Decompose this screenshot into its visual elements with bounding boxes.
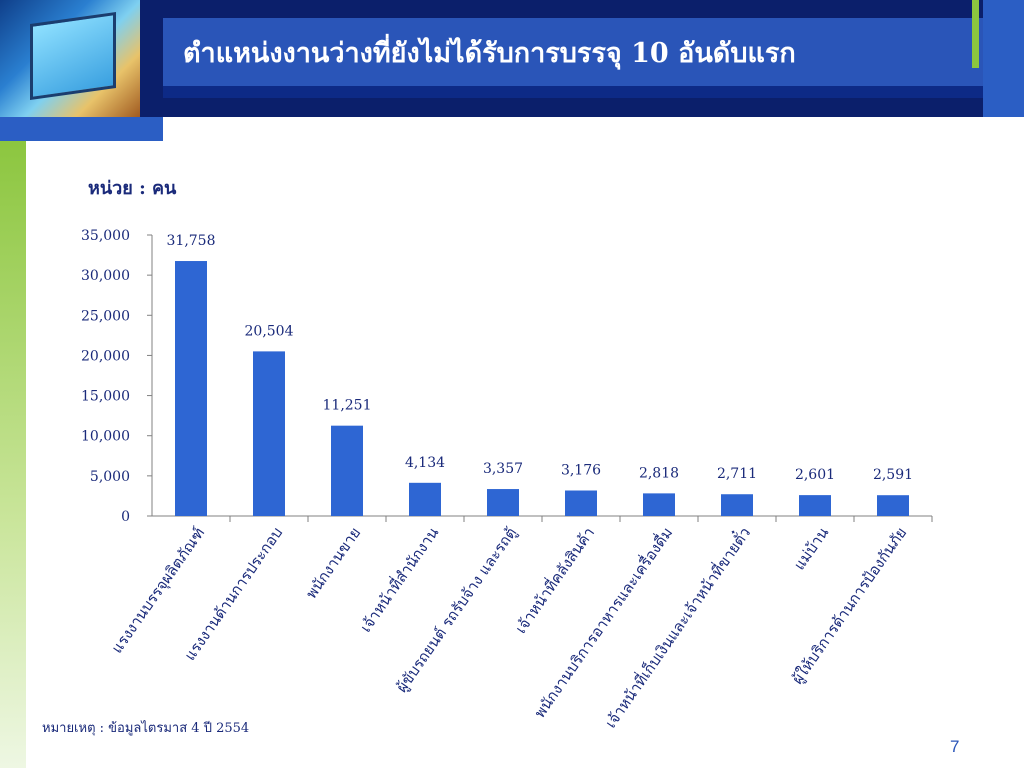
data-label: 4,134 — [405, 455, 445, 471]
computer-screen-image — [0, 0, 140, 117]
y-tick-label: 15,000 — [81, 389, 130, 405]
data-label: 2,818 — [639, 465, 679, 481]
category-label: เจ้าหน้าที่เก็บเงินและเจ้าหน้าที่ขายตั๋ว — [599, 522, 754, 731]
banner-accent-block — [0, 117, 163, 141]
category-label: พนักงานขาย — [302, 524, 364, 602]
data-label: 2,601 — [795, 467, 835, 483]
y-tick-label: 25,000 — [81, 308, 130, 324]
page-number: 7 — [950, 737, 960, 756]
y-tick-label: 30,000 — [81, 268, 130, 284]
bar — [175, 261, 207, 516]
left-green-strip — [0, 141, 26, 768]
y-tick-label: 10,000 — [81, 429, 130, 445]
title-band — [163, 18, 983, 88]
green-accent-bar — [972, 0, 979, 68]
bar — [721, 494, 753, 516]
bar — [253, 351, 285, 516]
data-label: 2,711 — [717, 466, 757, 482]
bar — [565, 490, 597, 516]
y-tick-label: 0 — [121, 509, 130, 525]
y-tick-label: 20,000 — [81, 348, 130, 364]
bar — [409, 482, 441, 516]
category-label: แม่บ้าน — [790, 524, 832, 573]
bar — [877, 495, 909, 516]
unit-label: หน่วย : คน — [88, 178, 177, 199]
bar — [643, 493, 675, 516]
bar — [799, 495, 831, 516]
banner-right-strip — [983, 0, 1024, 117]
y-tick-label: 5,000 — [90, 469, 130, 485]
slide-title: ตำแหน่งงานว่างที่ยังไม่ได้รับการบรรจุ 10… — [183, 38, 796, 69]
data-label: 3,357 — [483, 461, 523, 477]
y-tick-label: 35,000 — [81, 228, 130, 244]
footnote: หมายเหตุ : ข้อมูลไตรมาส 4 ปี 2554 — [42, 721, 250, 736]
category-label: พนักงานบริการอาหารและเครื่องดื่ม — [529, 523, 676, 721]
category-label: เจ้าหน้าที่สำนักงาน — [355, 523, 442, 636]
data-label: 20,504 — [245, 323, 294, 339]
bar — [331, 425, 363, 516]
bar — [487, 489, 519, 516]
title-underline-band — [163, 86, 1024, 98]
data-label: 31,758 — [167, 233, 216, 249]
data-label: 2,591 — [873, 467, 913, 483]
data-label: 3,176 — [561, 463, 601, 479]
category-label: เจ้าหน้าที่คลังสินค้า — [510, 523, 598, 637]
data-label: 11,251 — [323, 398, 372, 414]
